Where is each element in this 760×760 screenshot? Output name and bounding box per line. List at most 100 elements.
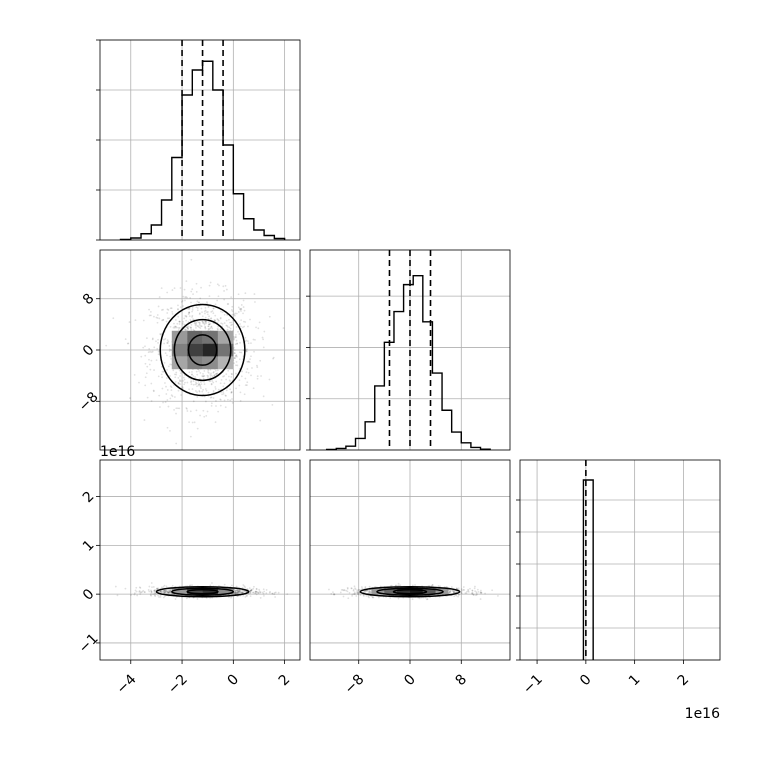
sample-point (156, 321, 159, 324)
sample-point (177, 315, 180, 318)
sample-point (157, 353, 160, 356)
sample-point (209, 584, 212, 587)
sample-point (262, 395, 265, 398)
sample-point (467, 588, 470, 591)
sample-point (245, 339, 248, 342)
hist2d-cell (397, 588, 410, 595)
sample-point (472, 594, 475, 596)
sample-point (237, 589, 240, 592)
sample-point (268, 591, 271, 594)
sample-point (192, 328, 195, 331)
sample-point (199, 385, 202, 388)
x-tick-label: 2 (276, 672, 294, 690)
sample-point (249, 590, 252, 592)
sample-point (201, 375, 204, 377)
sample-point (166, 591, 169, 594)
sample-point (156, 317, 159, 319)
sample-point (239, 341, 241, 344)
sample-point (223, 399, 226, 402)
sample-point (449, 590, 452, 593)
sample-point (225, 319, 228, 322)
sample-point (216, 318, 219, 320)
sample-point (159, 595, 162, 598)
sample-point (252, 587, 255, 590)
sample-point (244, 590, 246, 593)
sample-point (368, 590, 370, 593)
sample-point (261, 336, 264, 339)
sample-point (219, 328, 222, 331)
sample-point (156, 314, 159, 316)
sample-point (207, 317, 210, 320)
sample-point (178, 327, 181, 329)
sample-point (189, 584, 192, 587)
sample-point (178, 320, 181, 323)
sample-point (161, 370, 164, 373)
sample-point (254, 592, 257, 595)
sample-point (191, 371, 193, 373)
sample-point (431, 584, 434, 586)
sample-point (467, 590, 470, 593)
sample-point (148, 585, 151, 588)
sample-point (231, 373, 233, 376)
sample-point (233, 352, 236, 355)
sample-point (203, 323, 206, 326)
hist2d-cell (187, 343, 203, 357)
sample-point (182, 376, 185, 379)
sample-point (153, 589, 156, 592)
sample-point (365, 589, 368, 592)
panel-content (105, 258, 285, 445)
sample-point (236, 591, 238, 594)
sample-point (354, 592, 357, 595)
sample-point (233, 314, 236, 317)
sample-point (332, 591, 334, 594)
sample-point (162, 319, 165, 321)
sample-point (184, 328, 187, 331)
sample-point (219, 316, 222, 319)
sample-point (222, 385, 225, 388)
sample-point (471, 589, 474, 592)
sample-point (214, 386, 217, 388)
sample-point (245, 590, 248, 593)
sample-point (168, 350, 171, 352)
sample-point (262, 338, 265, 341)
sample-point (167, 590, 170, 592)
sample-point (190, 258, 193, 261)
sample-point (183, 288, 186, 291)
sample-point (271, 592, 274, 595)
sample-point (352, 588, 355, 591)
x-tick-label: 0 (577, 672, 595, 690)
sample-point (239, 589, 241, 592)
sample-point (249, 589, 252, 592)
sample-point (231, 313, 234, 316)
sample-point (136, 594, 139, 597)
sample-point (234, 591, 237, 594)
sample-point (229, 327, 232, 330)
sample-point (254, 590, 257, 593)
hist-panel-1 (306, 249, 511, 451)
sample-point (193, 421, 196, 424)
sample-point (150, 594, 153, 597)
sample-point (166, 426, 169, 429)
sample-point (177, 376, 180, 379)
x-tick-label: −1 (520, 672, 546, 698)
sample-point (160, 333, 162, 336)
sample-point (286, 593, 289, 596)
sample-point (127, 342, 130, 345)
sample-point (250, 589, 252, 592)
sample-point (186, 410, 189, 412)
sample-point (351, 594, 354, 597)
sample-point (451, 589, 454, 592)
contour-line (186, 588, 219, 595)
sample-point (226, 314, 229, 316)
sample-point (456, 587, 458, 590)
sample-point (169, 591, 172, 594)
sample-point (271, 403, 274, 406)
sample-point (223, 313, 226, 316)
sample-point (346, 586, 349, 589)
sample-point (204, 309, 207, 312)
sample-point (358, 589, 361, 592)
sample-point (159, 333, 162, 335)
sample-point (333, 593, 336, 596)
sample-point (162, 590, 165, 592)
